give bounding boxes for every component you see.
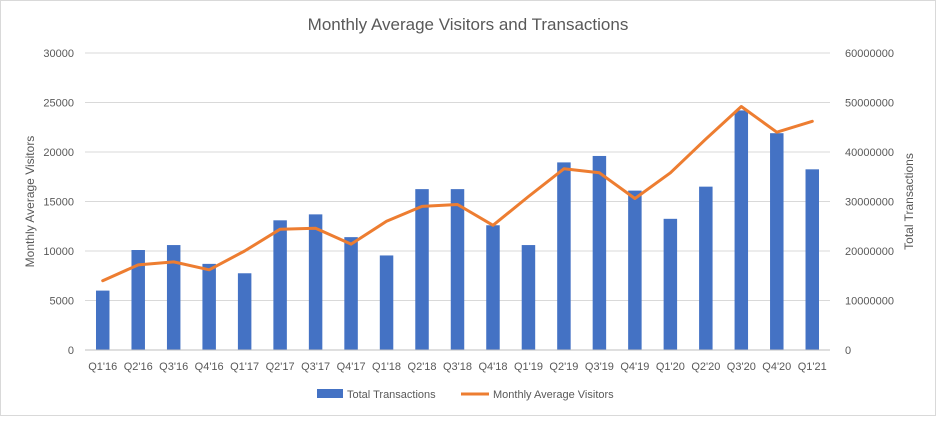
- bar: [344, 237, 357, 350]
- x-tick-label: Q3'20: [727, 361, 756, 373]
- x-tick-label: Q3'18: [443, 361, 472, 373]
- bar: [664, 219, 677, 350]
- bar: [380, 255, 393, 350]
- bar: [628, 191, 641, 350]
- y-left-tick-label: 10000: [43, 246, 74, 258]
- bar: [486, 225, 499, 350]
- x-tick-label: Q1'20: [656, 361, 685, 373]
- x-tick-label: Q4'16: [195, 361, 224, 373]
- x-tick-label: Q2'19: [549, 361, 578, 373]
- legend-label-visitors: Monthly Average Visitors: [493, 389, 614, 401]
- bar: [735, 110, 748, 350]
- bar: [96, 291, 109, 350]
- bar: [557, 162, 570, 350]
- x-tick-label: Q1'19: [514, 361, 543, 373]
- x-tick-label: Q2'17: [266, 361, 295, 373]
- y-axis-right-label: Total Transactions: [902, 153, 916, 250]
- legend-swatch-bar: [317, 389, 343, 398]
- y-right-tick-label: 20000000: [845, 246, 894, 258]
- bar: [273, 220, 286, 350]
- bar: [309, 214, 322, 350]
- legend-label-transactions: Total Transactions: [347, 389, 436, 401]
- bar: [202, 264, 215, 350]
- y-right-tick-label: 60000000: [845, 48, 894, 60]
- x-tick-label: Q2'18: [408, 361, 437, 373]
- x-tick-label: Q1'18: [372, 361, 401, 373]
- bar: [451, 189, 464, 350]
- y-right-tick-label: 30000000: [845, 197, 894, 209]
- y-left-tick-label: 15000: [43, 197, 74, 209]
- y-left-tick-label: 30000: [43, 48, 74, 60]
- y-axis-left-label: Monthly Average Visitors: [23, 136, 37, 268]
- x-tick-label: Q3'17: [301, 361, 330, 373]
- x-tick-label: Q4'20: [762, 361, 791, 373]
- x-tick-label: Q1'17: [230, 361, 259, 373]
- bar: [699, 187, 712, 350]
- y-right-tick-label: 0: [845, 345, 851, 357]
- x-tick-label: Q4'18: [478, 361, 507, 373]
- x-tick-label: Q3'19: [585, 361, 614, 373]
- y-right-tick-label: 10000000: [845, 296, 894, 308]
- y-left-tick-label: 20000: [43, 147, 74, 159]
- x-tick-label: Q2'20: [691, 361, 720, 373]
- x-tick-label: Q1'16: [88, 361, 117, 373]
- y-right-tick-label: 40000000: [845, 147, 894, 159]
- bar: [770, 133, 783, 350]
- bar: [522, 245, 535, 350]
- x-tick-label: Q2'16: [124, 361, 153, 373]
- y-left-tick-label: 0: [68, 345, 74, 357]
- bar: [593, 156, 606, 350]
- x-tick-label: Q4'17: [337, 361, 366, 373]
- y-left-tick-label: 5000: [50, 296, 74, 308]
- bar: [238, 273, 251, 350]
- bar: [415, 189, 428, 350]
- x-tick-label: Q3'16: [159, 361, 188, 373]
- bar: [806, 169, 819, 350]
- x-tick-label: Q1'21: [798, 361, 827, 373]
- y-left-tick-label: 25000: [43, 98, 74, 110]
- y-right-tick-label: 50000000: [845, 98, 894, 110]
- x-tick-label: Q4'19: [620, 361, 649, 373]
- chart-title: Monthly Average Visitors and Transaction…: [308, 15, 629, 34]
